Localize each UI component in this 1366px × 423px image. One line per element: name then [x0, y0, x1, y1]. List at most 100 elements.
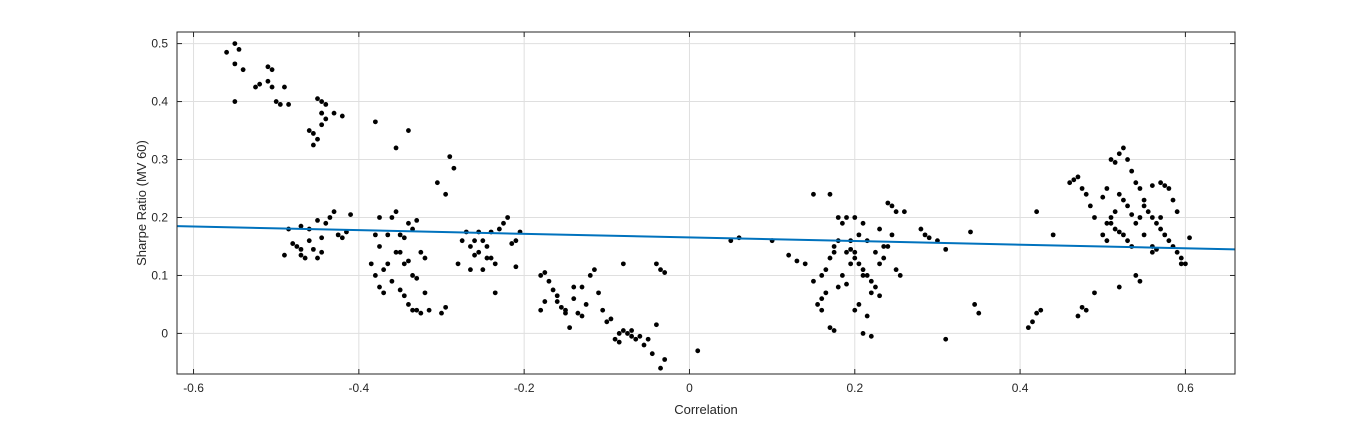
- data-point: [852, 249, 858, 255]
- data-point: [1104, 220, 1110, 226]
- data-point: [856, 232, 862, 238]
- data-point: [897, 273, 903, 278]
- data-point: [1141, 197, 1147, 203]
- data-point: [302, 255, 308, 261]
- data-point: [476, 249, 482, 255]
- data-point: [848, 246, 854, 252]
- data-point: [827, 325, 833, 331]
- data-point: [827, 191, 833, 197]
- data-point: [368, 261, 374, 267]
- data-point: [310, 131, 316, 136]
- y-tick-label: 0: [161, 326, 168, 340]
- data-point: [811, 278, 816, 284]
- data-point: [885, 200, 891, 206]
- plot-frame: [176, 31, 1236, 375]
- data-point: [868, 278, 874, 284]
- data-point: [397, 249, 403, 255]
- data-point: [406, 220, 411, 226]
- data-point: [455, 261, 461, 267]
- plot-area: [177, 32, 1235, 374]
- y-tick-label: 0.1: [151, 268, 168, 282]
- data-point: [468, 267, 473, 273]
- data-point: [298, 223, 304, 229]
- data-point: [426, 307, 432, 313]
- data-point: [323, 116, 329, 122]
- data-point: [823, 290, 829, 296]
- data-point: [414, 275, 420, 281]
- data-point: [968, 229, 973, 235]
- fit-line: [176, 225, 1236, 251]
- data-point: [571, 296, 577, 302]
- data-point: [294, 244, 300, 249]
- data-point: [372, 273, 378, 278]
- data-point: [831, 328, 837, 333]
- data-point: [877, 293, 882, 299]
- data-point: [306, 238, 312, 244]
- data-point: [422, 290, 428, 296]
- grid-lines: [177, 32, 1235, 374]
- data-point: [848, 261, 854, 267]
- data-point: [596, 290, 601, 296]
- data-point: [451, 165, 457, 171]
- data-point: [389, 278, 395, 284]
- data-point: [377, 284, 382, 290]
- data-point: [265, 64, 271, 70]
- data-point: [290, 241, 296, 246]
- data-point: [389, 215, 395, 220]
- data-point: [422, 255, 428, 261]
- data-point: [286, 102, 291, 107]
- data-point: [1125, 203, 1130, 209]
- data-point: [802, 261, 808, 267]
- data-point: [1141, 232, 1147, 238]
- data-point: [864, 273, 870, 278]
- data-point: [385, 232, 391, 238]
- data-point: [1079, 304, 1085, 310]
- data-point: [509, 241, 515, 246]
- data-point: [1050, 232, 1056, 238]
- data-point: [827, 255, 833, 261]
- data-point: [310, 142, 316, 148]
- data-point: [554, 293, 560, 299]
- data-point: [397, 287, 403, 293]
- data-point: [542, 299, 548, 304]
- data-point: [852, 215, 858, 220]
- data-point: [926, 235, 932, 241]
- data-point: [860, 331, 866, 336]
- data-point: [1162, 183, 1168, 189]
- data-point: [1092, 290, 1097, 296]
- data-point: [381, 267, 387, 273]
- data-point: [298, 252, 304, 258]
- data-point: [236, 46, 242, 52]
- data-point: [1133, 180, 1139, 186]
- y-tick-label: 0.3: [151, 153, 168, 167]
- data-point: [877, 226, 882, 232]
- data-point: [298, 246, 304, 252]
- data-point: [1092, 215, 1097, 220]
- data-point: [616, 339, 622, 345]
- data-point: [232, 99, 238, 104]
- data-point: [616, 331, 622, 336]
- data-point: [319, 122, 325, 128]
- data-point: [563, 310, 568, 316]
- data-point: [315, 96, 320, 102]
- data-point: [852, 255, 858, 261]
- data-point: [654, 322, 659, 328]
- x-tick-label: 0.2: [846, 381, 863, 395]
- data-point: [1121, 232, 1126, 238]
- data-point: [319, 110, 325, 116]
- data-point: [620, 328, 626, 333]
- x-tick-label: 0.4: [1012, 381, 1029, 395]
- x-tick-label: -0.4: [349, 381, 370, 395]
- x-axis-label: Correlation: [674, 402, 738, 417]
- data-point: [393, 209, 399, 215]
- data-point: [542, 270, 548, 275]
- data-point: [513, 238, 519, 244]
- data-point: [282, 84, 287, 90]
- data-point: [839, 273, 845, 278]
- data-point: [443, 304, 449, 310]
- data-point: [943, 336, 949, 342]
- data-point: [1116, 284, 1122, 290]
- data-point: [447, 154, 453, 160]
- data-point: [414, 217, 420, 223]
